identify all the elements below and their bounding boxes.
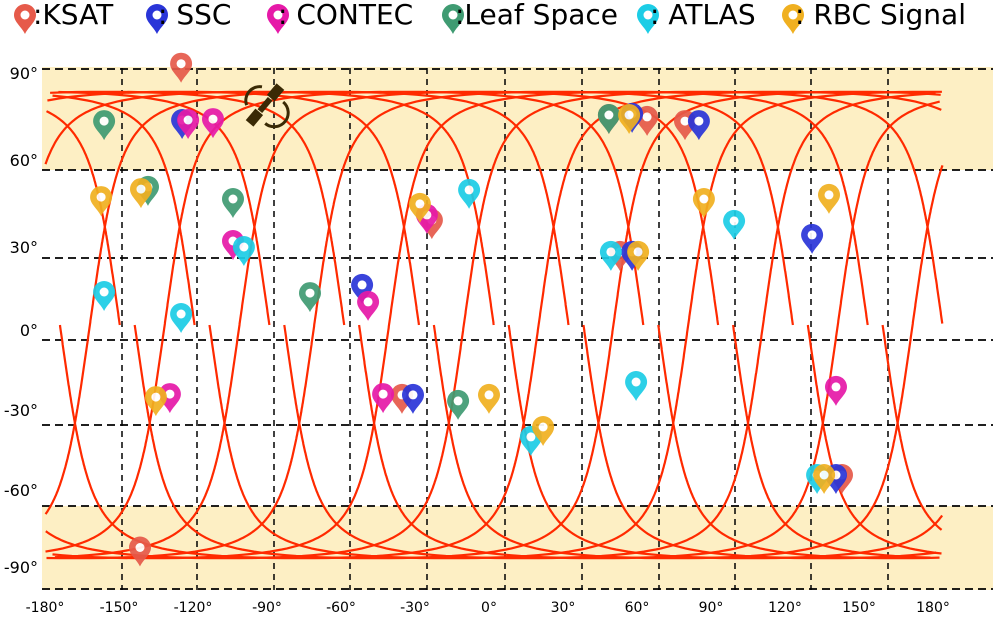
x-tick-label: 30° bbox=[551, 600, 576, 616]
legend-label: : ATLAS bbox=[650, 0, 756, 31]
ground-station-pin-icon[interactable] bbox=[825, 375, 847, 406]
ground-station-pin-icon[interactable] bbox=[627, 240, 650, 271]
satellite-icon bbox=[244, 83, 290, 129]
legend-pin-icon bbox=[637, 4, 659, 34]
x-tick-label: 180° bbox=[916, 600, 950, 616]
ground-station-pin-icon[interactable] bbox=[692, 188, 715, 218]
ground-station-pin-icon[interactable] bbox=[478, 383, 500, 414]
x-tick-label: 60° bbox=[625, 600, 650, 616]
ground-station-pin-icon[interactable] bbox=[599, 240, 622, 271]
ground-track bbox=[50, 90, 936, 560]
legend-label: : SSC bbox=[158, 0, 232, 31]
x-tick-label: -150° bbox=[100, 600, 139, 616]
y-tick-label: 90° bbox=[10, 64, 38, 83]
ground-track bbox=[52, 90, 942, 560]
legend: :KSAT : SSC : CONTEC :Leaf Space : ATLAS :… bbox=[0, 0, 993, 40]
ground-station-pin-icon[interactable] bbox=[351, 273, 374, 304]
ground-station-pin-icon[interactable] bbox=[408, 192, 431, 223]
x-tick-label: 0° bbox=[481, 600, 497, 616]
legend-pin-icon bbox=[442, 4, 464, 34]
y-tick-label: -60° bbox=[4, 481, 38, 500]
ground-station-pin-icon[interactable] bbox=[402, 383, 424, 414]
y-tick-label: -90° bbox=[4, 558, 38, 577]
ground-station-pin-icon[interactable] bbox=[93, 110, 116, 141]
ground-station-pin-icon[interactable] bbox=[129, 536, 151, 567]
ground-station-pin-icon[interactable] bbox=[299, 282, 321, 313]
ground-station-pin-icon[interactable] bbox=[625, 371, 648, 401]
y-tick-label: -30° bbox=[4, 401, 38, 420]
legend-pin-icon bbox=[782, 4, 804, 34]
y-tick-label: 0° bbox=[20, 321, 38, 340]
x-tick-label: -60° bbox=[326, 600, 356, 616]
x-tick-label: 90° bbox=[699, 600, 724, 616]
ground-station-pin-icon[interactable] bbox=[723, 209, 746, 240]
x-tick-label: -30° bbox=[400, 600, 430, 616]
ground-station-pin-icon[interactable] bbox=[447, 389, 470, 420]
ground-track bbox=[44, 90, 944, 560]
ground-station-pin-icon[interactable] bbox=[618, 104, 641, 134]
legend-label: : RBC Signal bbox=[795, 0, 966, 31]
ground-station-pin-icon[interactable] bbox=[813, 464, 836, 494]
ground-station-pin-icon[interactable] bbox=[93, 281, 116, 311]
y-tick-label: 30° bbox=[10, 238, 38, 257]
ground-station-pin-icon[interactable] bbox=[177, 109, 200, 139]
x-tick-label: -120° bbox=[174, 600, 213, 616]
ground-station-pin-icon[interactable] bbox=[818, 183, 840, 214]
ground-station-pin-icon[interactable] bbox=[687, 110, 710, 141]
ground-station-pin-icon[interactable] bbox=[597, 104, 620, 134]
ground-station-pin-icon[interactable] bbox=[170, 52, 193, 83]
legend-pin-icon bbox=[14, 4, 36, 34]
ground-station-pin-icon[interactable] bbox=[90, 186, 113, 217]
ground-station-pin-icon[interactable] bbox=[357, 290, 380, 321]
legend-pin-icon bbox=[146, 4, 168, 34]
x-tick-label: -180° bbox=[26, 600, 65, 616]
legend-label: : CONTEC bbox=[278, 0, 414, 31]
ground-station-pin-icon[interactable] bbox=[801, 223, 824, 254]
ground-station-pin-icon[interactable] bbox=[232, 236, 255, 266]
legend-label: :Leaf Space bbox=[455, 0, 619, 31]
ground-track bbox=[45, 90, 944, 560]
ground-station-pin-icon[interactable] bbox=[222, 188, 244, 218]
ground-track bbox=[46, 90, 931, 560]
legend-label: :KSAT bbox=[33, 0, 114, 31]
ground-station-pin-icon[interactable] bbox=[458, 178, 481, 209]
ground-station-pin-icon[interactable] bbox=[202, 108, 224, 139]
x-tick-label: -90° bbox=[252, 600, 282, 616]
ground-station-pin-icon[interactable] bbox=[532, 416, 555, 446]
legend-pin-icon bbox=[267, 4, 289, 34]
ground-track bbox=[47, 90, 940, 560]
x-tick-label: 150° bbox=[842, 600, 876, 616]
ground-station-pin-icon[interactable] bbox=[372, 383, 395, 414]
ground-station-pin-icon[interactable] bbox=[130, 178, 152, 209]
ground-track bbox=[52, 90, 941, 560]
ground-station-pin-icon[interactable] bbox=[144, 386, 167, 417]
x-tick-label: 120° bbox=[768, 600, 802, 616]
y-tick-label: 60° bbox=[10, 151, 38, 170]
ground-track bbox=[45, 90, 937, 560]
ground-station-pin-icon[interactable] bbox=[170, 303, 193, 333]
